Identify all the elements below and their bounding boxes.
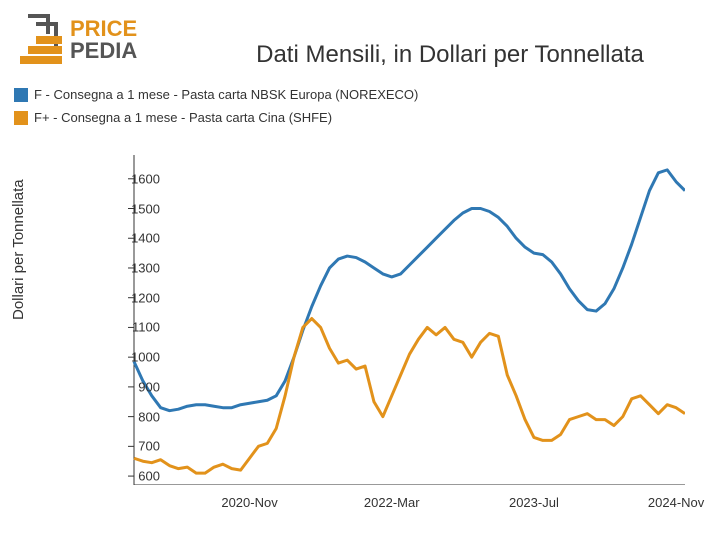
y-tick-label: 700	[100, 439, 160, 454]
y-tick-label: 1500	[100, 201, 160, 216]
legend-item: F - Consegna a 1 mese - Pasta carta NBSK…	[14, 85, 418, 106]
pricepedia-logo: PRICE PEDIA	[18, 12, 178, 73]
x-tick-label: 2022-Mar	[364, 495, 420, 510]
chart-legend: F - Consegna a 1 mese - Pasta carta NBSK…	[14, 85, 418, 131]
series-line	[134, 170, 685, 411]
x-tick-label: 2023-Jul	[509, 495, 559, 510]
logo-mark-icon	[20, 14, 62, 64]
y-tick-label: 1200	[100, 290, 160, 305]
series-line	[134, 319, 685, 474]
chart-title: Dati Mensili, in Dollari per Tonnellata	[210, 41, 690, 69]
y-tick-label: 900	[100, 379, 160, 394]
legend-item: F+ - Consegna a 1 mese - Pasta carta Cin…	[14, 108, 418, 129]
legend-swatch-icon	[14, 111, 28, 125]
y-tick-label: 1600	[100, 171, 160, 186]
y-tick-label: 1300	[100, 260, 160, 275]
chart-plot	[70, 155, 685, 485]
legend-label: F - Consegna a 1 mese - Pasta carta NBSK…	[34, 85, 418, 106]
x-tick-label: 2024-Nov	[648, 495, 704, 510]
y-tick-label: 1400	[100, 231, 160, 246]
legend-label: F+ - Consegna a 1 mese - Pasta carta Cin…	[34, 108, 332, 129]
x-tick-label: 2020-Nov	[221, 495, 277, 510]
legend-swatch-icon	[14, 88, 28, 102]
y-tick-label: 1100	[100, 320, 160, 335]
y-tick-label: 800	[100, 409, 160, 424]
y-tick-label: 600	[100, 469, 160, 484]
y-axis-label: Dollari per Tonnellata	[10, 179, 27, 320]
y-tick-label: 1000	[100, 350, 160, 365]
chart-container: PRICE PEDIA Dati Mensili, in Dollari per…	[0, 0, 712, 555]
series-group	[134, 170, 685, 473]
logo-text-bottom: PEDIA	[70, 38, 137, 63]
